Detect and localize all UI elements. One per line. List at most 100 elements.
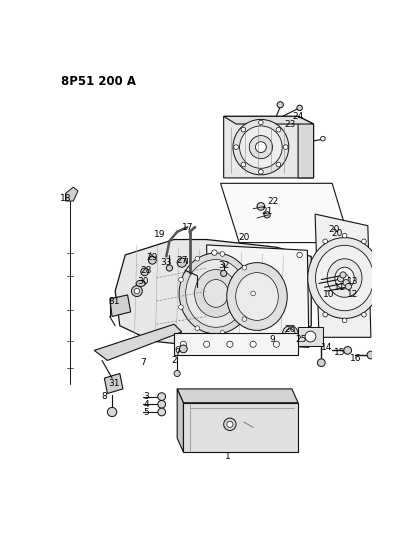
Text: 4: 4	[143, 400, 149, 409]
Circle shape	[297, 252, 302, 257]
Circle shape	[323, 312, 328, 317]
Circle shape	[234, 145, 238, 149]
Text: 17: 17	[181, 223, 193, 232]
Circle shape	[179, 305, 183, 310]
Polygon shape	[221, 183, 350, 243]
Ellipse shape	[179, 253, 253, 334]
Circle shape	[141, 268, 149, 276]
Circle shape	[227, 341, 233, 348]
Text: 23: 23	[285, 119, 296, 128]
Ellipse shape	[305, 331, 316, 342]
Text: 20: 20	[329, 225, 340, 234]
Text: 1: 1	[225, 452, 231, 461]
Text: 3: 3	[143, 392, 149, 401]
Circle shape	[211, 250, 217, 255]
Bar	[298, 327, 323, 346]
Circle shape	[204, 341, 210, 348]
Circle shape	[241, 162, 246, 167]
Circle shape	[295, 337, 301, 342]
Circle shape	[277, 102, 283, 108]
Circle shape	[343, 280, 349, 286]
Circle shape	[166, 265, 173, 271]
Ellipse shape	[256, 142, 266, 152]
Circle shape	[220, 252, 225, 256]
Ellipse shape	[335, 267, 354, 289]
Ellipse shape	[240, 126, 282, 168]
Text: 2: 2	[171, 356, 177, 365]
Circle shape	[221, 270, 227, 277]
Text: 8P51 200 A: 8P51 200 A	[61, 75, 136, 88]
Circle shape	[297, 105, 302, 110]
Ellipse shape	[327, 259, 362, 297]
Text: 16: 16	[350, 353, 361, 362]
Ellipse shape	[227, 263, 287, 330]
Ellipse shape	[195, 270, 237, 317]
Circle shape	[174, 370, 180, 377]
Text: 33: 33	[161, 258, 172, 267]
Text: 10: 10	[323, 290, 335, 300]
Circle shape	[259, 120, 263, 125]
Text: 20: 20	[238, 233, 249, 241]
Circle shape	[241, 127, 246, 132]
Text: 8: 8	[102, 392, 107, 401]
Circle shape	[273, 341, 280, 348]
Ellipse shape	[136, 280, 145, 287]
Text: 30: 30	[138, 277, 149, 286]
Circle shape	[134, 288, 140, 294]
Ellipse shape	[186, 260, 246, 327]
Text: 20: 20	[331, 229, 342, 238]
Ellipse shape	[249, 135, 273, 159]
Polygon shape	[224, 116, 313, 178]
Circle shape	[276, 127, 281, 132]
Text: 7: 7	[140, 358, 146, 367]
Text: 28: 28	[140, 266, 152, 275]
Circle shape	[224, 418, 236, 431]
Circle shape	[242, 265, 247, 270]
Circle shape	[158, 400, 166, 408]
Polygon shape	[94, 324, 182, 360]
Circle shape	[323, 239, 328, 244]
Polygon shape	[177, 389, 183, 452]
Circle shape	[342, 318, 347, 322]
Circle shape	[320, 136, 325, 141]
Circle shape	[340, 272, 346, 278]
Circle shape	[242, 317, 247, 321]
Text: 21: 21	[261, 207, 273, 216]
Text: 31: 31	[108, 379, 119, 388]
Text: 25: 25	[295, 335, 307, 344]
Circle shape	[264, 212, 270, 218]
Polygon shape	[315, 214, 371, 337]
Ellipse shape	[316, 245, 374, 311]
Text: 32: 32	[218, 261, 229, 270]
Text: 14: 14	[321, 343, 332, 352]
Polygon shape	[177, 389, 298, 403]
Ellipse shape	[233, 119, 289, 175]
Polygon shape	[174, 334, 298, 355]
Circle shape	[107, 407, 117, 417]
Polygon shape	[115, 239, 311, 348]
Circle shape	[220, 330, 225, 335]
Circle shape	[180, 341, 187, 348]
Circle shape	[251, 291, 256, 296]
Text: 24: 24	[292, 112, 304, 121]
Ellipse shape	[286, 329, 295, 338]
Ellipse shape	[204, 280, 228, 308]
Circle shape	[131, 286, 142, 296]
Circle shape	[337, 276, 344, 282]
Circle shape	[344, 346, 351, 354]
Ellipse shape	[308, 238, 381, 318]
Circle shape	[158, 408, 166, 416]
Text: 19: 19	[154, 230, 166, 239]
Text: 27: 27	[176, 256, 188, 265]
Text: 5: 5	[143, 408, 149, 417]
Polygon shape	[224, 116, 313, 124]
Circle shape	[177, 258, 187, 267]
Polygon shape	[180, 258, 187, 263]
Text: 15: 15	[334, 348, 346, 357]
Circle shape	[210, 335, 216, 340]
Text: 12: 12	[347, 290, 358, 300]
Circle shape	[362, 239, 366, 244]
Ellipse shape	[282, 326, 298, 341]
Circle shape	[259, 169, 263, 174]
Circle shape	[195, 326, 199, 330]
